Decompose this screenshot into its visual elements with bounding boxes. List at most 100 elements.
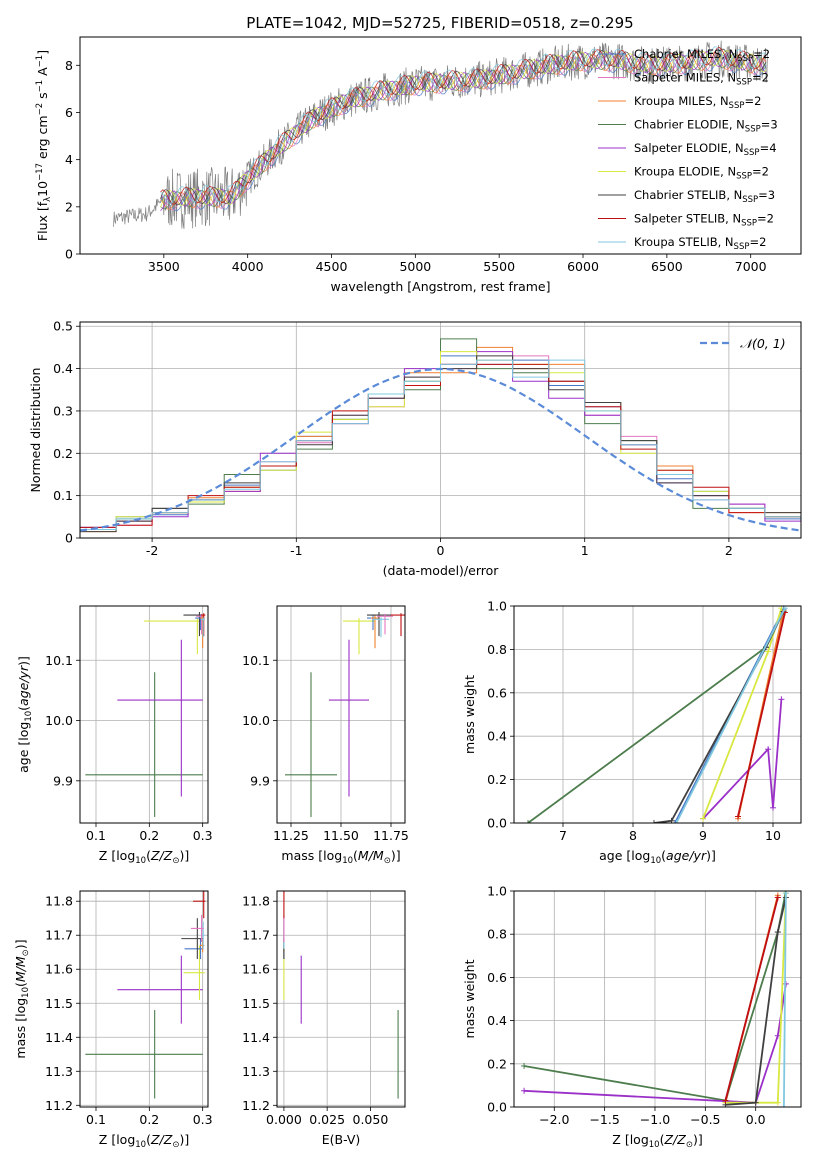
label-part: Kroupa ELODIE, N xyxy=(634,165,736,179)
legend-entry: Kroupa ELODIE, NSSP=2 xyxy=(634,165,769,182)
y-tick-label: 0.2 xyxy=(53,446,73,461)
x-tick-label: 10 xyxy=(765,828,781,843)
label-part: ( xyxy=(353,848,358,863)
y-tick-label: 0.6 xyxy=(487,685,507,700)
x-tick-label: 5000 xyxy=(399,259,431,274)
x-tick-label: 2 xyxy=(725,543,733,558)
label-part: mass [log xyxy=(281,848,342,863)
mass-weight-line xyxy=(725,897,787,1106)
legend-entry: Salpeter MILES, NSSP=2 xyxy=(634,71,769,88)
mass-weight-line xyxy=(527,611,785,823)
x-axis-label: mass [log10(M/M⊙)] xyxy=(281,848,400,866)
mass-weight-line xyxy=(702,699,783,820)
label-part: 10 xyxy=(650,856,661,866)
x-tick-label: -2 xyxy=(146,543,158,558)
label-part: Kroupa STELIB, N xyxy=(634,235,734,249)
label-part: Z/Z xyxy=(150,848,173,863)
label-part: s xyxy=(35,92,50,103)
label-part: ⊙ xyxy=(21,949,31,956)
x-tick-label: 0.000 xyxy=(266,1112,302,1127)
x-tick-label: −2.0 xyxy=(539,1112,569,1127)
x-tick-label: 0.3 xyxy=(193,1112,213,1127)
x-tick-label: -1 xyxy=(290,543,302,558)
label-part: )] xyxy=(693,1132,703,1147)
y-tick-label: 0.6 xyxy=(487,970,507,985)
x-tick-label: 11.75 xyxy=(373,828,409,843)
x-tick-label: 0.050 xyxy=(353,1112,389,1127)
label-part: Flux [f xyxy=(35,201,50,241)
label-part: )] xyxy=(391,848,401,863)
y-tick-label: 4 xyxy=(65,152,73,167)
legend-entry: Salpeter STELIB, NSSP=2 xyxy=(634,212,774,229)
label-part: ⊙ xyxy=(384,856,391,866)
panel-mass_vs_age: 11.25 11.50 11.75 9.9 10.0 10.1 mass [log10(M/… xyxy=(242,605,409,866)
label-part: SSP xyxy=(729,101,745,111)
y-tick-label: 11.5 xyxy=(242,996,270,1011)
label-part: =2 xyxy=(752,165,769,179)
x-tick-label: 0.3 xyxy=(193,828,213,843)
label-part: wavelength [Angstrom, rest frame] xyxy=(330,279,550,294)
x-tick-label: 0.0 xyxy=(746,1112,766,1127)
spectrum-model-line xyxy=(160,46,767,205)
y-tick-label: 0.3 xyxy=(53,403,73,418)
y-axis-label: mass weight xyxy=(462,959,477,1038)
x-tick-label: 0.025 xyxy=(309,1112,345,1127)
x-tick-label: 0.1 xyxy=(86,1112,106,1127)
plot-area xyxy=(80,322,801,538)
panel-cumulative_age: 7 8 9 10 0.0 0.2 0.4 0.6 0.8 1.0 mass weight age [l… xyxy=(462,599,802,866)
label-part: ( xyxy=(13,982,28,987)
label-part: mass weight xyxy=(462,675,477,754)
y-tick-label: 0.2 xyxy=(487,772,507,787)
label-part: Chabrier STELIB, N xyxy=(634,188,742,202)
y-tick-label: 10.0 xyxy=(242,713,270,728)
axes-frame xyxy=(79,890,209,1108)
label-part: =3 xyxy=(761,118,778,132)
label-part: −1 xyxy=(35,55,45,68)
y-tick-label: 0.4 xyxy=(53,361,73,376)
label-part: (data-model)/error xyxy=(383,563,500,578)
y-tick-label: 6 xyxy=(65,105,73,120)
x-tick-label: 4000 xyxy=(232,259,264,274)
label-part: 10 xyxy=(649,1140,660,1150)
label-part: )] xyxy=(13,939,28,949)
label-part: M/M xyxy=(13,956,28,982)
y-tick-label: 11.4 xyxy=(242,1030,270,1045)
x-tick-label: 9 xyxy=(699,828,707,843)
legend-entry: Salpeter ELODIE, NSSP=4 xyxy=(634,141,777,158)
label-part: =2 xyxy=(744,94,761,108)
y-tick-label: 11.4 xyxy=(45,1030,73,1045)
axes-frame xyxy=(79,321,802,539)
plot-area xyxy=(277,606,405,823)
label-part: ( xyxy=(146,848,151,863)
label-part: SSP xyxy=(744,148,760,158)
label-part: E(B-V) xyxy=(322,1132,361,1147)
x-axis-label: age [log10(age/yr)] xyxy=(599,848,716,866)
y-tick-label: 11.2 xyxy=(45,1098,73,1113)
x-tick-label: −1.5 xyxy=(589,1112,619,1127)
y-tick-label: 11.6 xyxy=(45,962,73,977)
label-part: Z [log xyxy=(99,1132,135,1147)
label-part: 10 xyxy=(342,856,353,866)
mass-weight-line xyxy=(675,607,786,823)
panel-spectrum: 3500 4000 4500 5000 5500 6000 6500 7000 0 2 4 6 8 Cha… xyxy=(35,36,802,294)
label-part: Z [log xyxy=(612,1132,648,1147)
legend-entry: 𝒩(0, 1) xyxy=(740,336,786,351)
x-tick-label: −0.5 xyxy=(690,1112,720,1127)
label-part: −1 xyxy=(35,80,45,93)
x-tick-label: 7 xyxy=(559,828,567,843)
axes-frame xyxy=(276,890,406,1108)
label-part: M/M xyxy=(358,848,384,863)
y-tick-label: 0.8 xyxy=(487,642,507,657)
spectrum-model-line xyxy=(160,48,767,206)
mass-weight-line xyxy=(737,612,786,817)
y-tick-label: 1.0 xyxy=(487,599,507,614)
label-part: Z [log xyxy=(99,848,135,863)
plot-area xyxy=(514,606,801,823)
x-tick-label: 11.50 xyxy=(323,828,359,843)
label-part: Salpeter STELIB, N xyxy=(634,212,741,226)
panel-residuals: -2 -1 0 1 2 0 0.1 0.2 0.3 0.4 0.5 𝒩(0, 1) Normed dis… xyxy=(28,319,802,578)
label-part: −2 xyxy=(35,103,45,116)
label-part: SSP xyxy=(737,54,753,64)
label-part: Normed distribution xyxy=(28,368,43,493)
label-part: erg cm xyxy=(35,115,50,163)
